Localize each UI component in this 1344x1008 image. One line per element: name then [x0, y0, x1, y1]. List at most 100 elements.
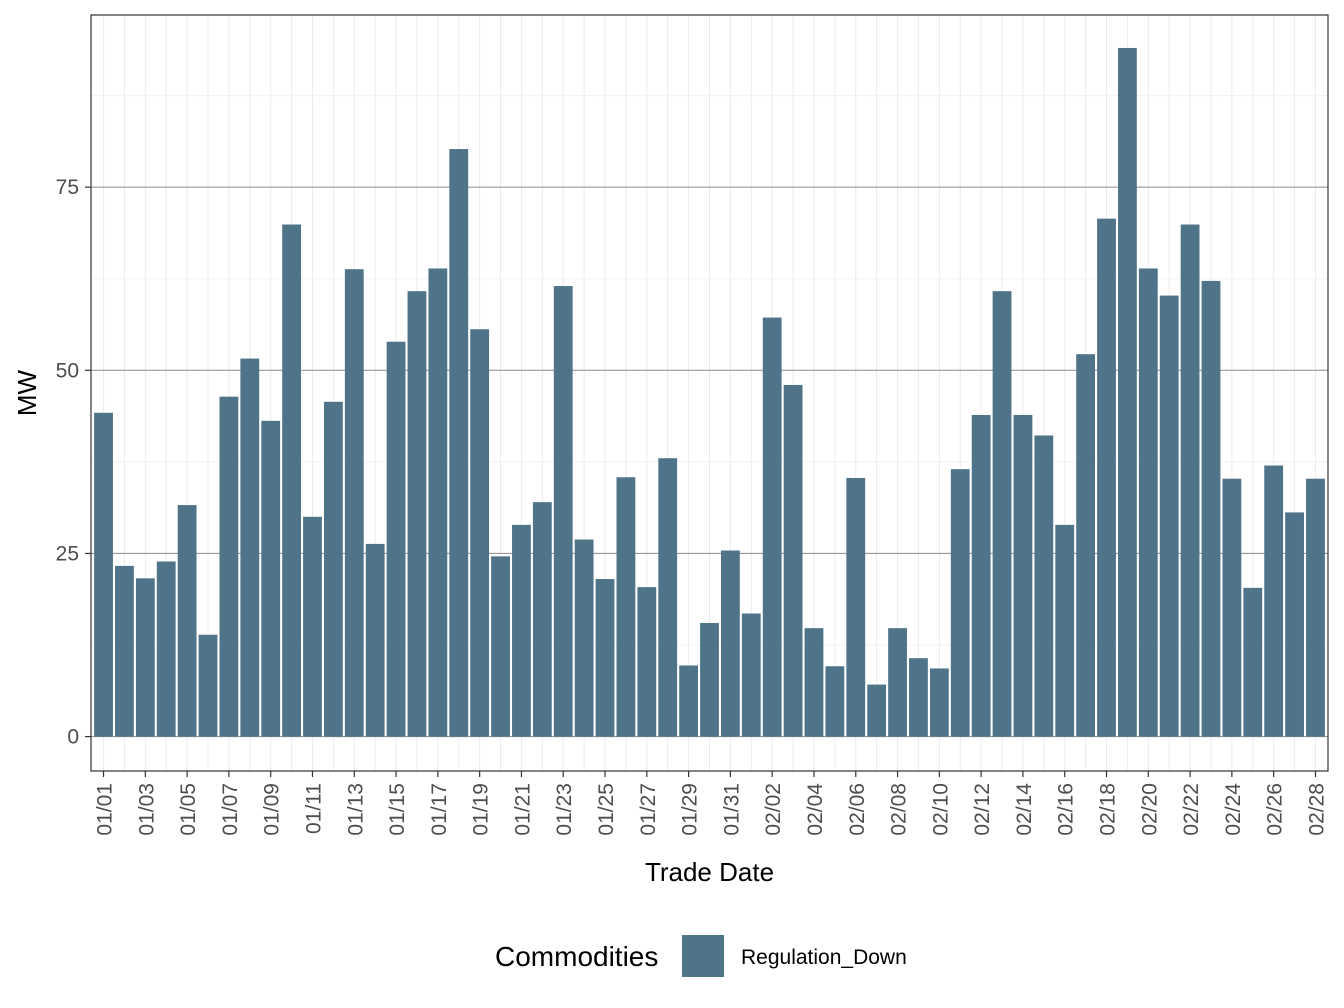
bar-02-10 — [929, 668, 949, 737]
x-tick-label: 02/22 — [1180, 783, 1203, 836]
y-tick-label: 75 — [56, 176, 79, 199]
x-tick-label: 01/03 — [135, 783, 158, 836]
bar-01-05 — [177, 505, 197, 737]
bar-01-16 — [407, 291, 427, 737]
bar-01-06 — [198, 634, 218, 737]
x-tick-label: 02/20 — [1138, 783, 1161, 836]
x-tick-label: 02/14 — [1013, 783, 1036, 836]
legend-title: Commodities — [495, 941, 658, 972]
bar-01-07 — [219, 396, 239, 737]
bar-01-18 — [449, 149, 469, 737]
bar-01-04 — [156, 561, 176, 737]
bar-01-03 — [135, 578, 155, 737]
bar-01-11 — [303, 516, 322, 737]
bar-01-17 — [428, 268, 448, 737]
x-tick-label: 01/19 — [470, 783, 493, 836]
legend: Commodities Regulation_Down — [495, 935, 907, 977]
bar-01-01 — [94, 412, 113, 737]
bar-02-22 — [1180, 224, 1200, 737]
x-tick-label: 01/23 — [553, 783, 576, 836]
bar-01-25 — [595, 579, 615, 737]
bar-02-17 — [1076, 354, 1096, 737]
y-tick-label: 50 — [56, 359, 79, 382]
x-tick-label: 01/01 — [94, 783, 117, 836]
bar-02-07 — [867, 684, 887, 737]
bar-02-18 — [1097, 218, 1116, 737]
x-tick-label: 02/02 — [762, 783, 785, 836]
bar-01-15 — [386, 341, 406, 737]
bar-01-24 — [574, 539, 594, 737]
bar-02-13 — [992, 291, 1012, 737]
bar-01-13 — [344, 269, 364, 737]
x-tick-label: 02/08 — [888, 783, 911, 836]
bar-01-23 — [553, 286, 573, 737]
bar-02-27 — [1285, 512, 1304, 737]
bar-02-03 — [783, 384, 803, 737]
bar-02-06 — [846, 477, 866, 737]
x-tick-label: 02/10 — [929, 783, 952, 836]
bar-02-11 — [950, 469, 970, 737]
x-tick-label: 02/06 — [846, 783, 869, 836]
bar-01-02 — [115, 565, 134, 737]
bar-01-28 — [658, 458, 678, 737]
bar-series — [94, 47, 1325, 737]
bar-02-23 — [1201, 280, 1221, 737]
bar-01-09 — [261, 420, 281, 737]
bar-01-14 — [365, 543, 385, 737]
bar-02-14 — [1013, 414, 1033, 737]
bar-02-15 — [1034, 435, 1054, 737]
x-tick-label: 01/21 — [511, 783, 534, 836]
x-tick-label: 01/25 — [595, 783, 618, 836]
x-tick-label: 01/07 — [219, 783, 242, 836]
bar-02-19 — [1118, 47, 1137, 737]
x-tick-label: 01/29 — [679, 783, 702, 836]
bar-02-24 — [1222, 478, 1242, 737]
bar-02-05 — [825, 666, 845, 737]
bar-02-21 — [1159, 295, 1179, 737]
bar-02-16 — [1055, 524, 1075, 737]
x-tick-label: 02/16 — [1055, 783, 1078, 836]
x-tick-label: 02/04 — [804, 783, 827, 836]
bar-01-26 — [616, 477, 636, 737]
bar-01-22 — [532, 502, 552, 737]
x-tick-label: 01/13 — [344, 783, 367, 836]
y-tick-label: 0 — [67, 726, 79, 749]
bar-02-26 — [1264, 465, 1284, 737]
bar-01-19 — [470, 329, 490, 737]
bar-01-12 — [323, 401, 343, 737]
bar-02-12 — [971, 414, 991, 737]
bar-02-02 — [762, 317, 782, 737]
x-tick-label: 01/11 — [302, 783, 325, 834]
y-tick-label: 25 — [56, 542, 79, 565]
bar-02-20 — [1138, 268, 1158, 737]
x-axis: 01/01 01/03 01/05 01/07 01/09 01/11 01/13 01/15… — [94, 771, 1328, 836]
bar-02-01 — [741, 613, 761, 737]
x-tick-label: 02/24 — [1222, 783, 1245, 836]
bar-01-29 — [679, 665, 699, 737]
legend-label-regulation-down: Regulation_Down — [741, 946, 907, 969]
bar-01-08 — [240, 358, 260, 737]
x-tick-label: 01/27 — [637, 783, 660, 836]
bar-01-30 — [700, 623, 719, 737]
bar-01-10 — [282, 224, 301, 737]
bar-02-04 — [804, 628, 824, 737]
bar-01-27 — [637, 587, 657, 737]
y-axis: 0 25 50 75 — [56, 176, 91, 749]
x-tick-label: 01/17 — [428, 783, 451, 836]
panel-border — [90, 14, 1329, 772]
x-axis-title: Trade Date — [645, 857, 774, 887]
bar-02-28 — [1306, 478, 1325, 737]
bar-02-08 — [888, 628, 907, 737]
bar-02-25 — [1243, 587, 1263, 737]
bar-01-21 — [512, 524, 531, 737]
y-axis-title: MW — [12, 369, 42, 416]
x-tick-label: 02/12 — [971, 783, 994, 836]
bar-01-20 — [491, 556, 510, 737]
x-tick-label: 01/05 — [177, 783, 200, 836]
x-tick-label: 01/31 — [720, 783, 743, 836]
x-tick-label: 02/28 — [1305, 783, 1328, 836]
bar-01-31 — [720, 550, 740, 737]
x-tick-label: 02/26 — [1264, 783, 1287, 836]
